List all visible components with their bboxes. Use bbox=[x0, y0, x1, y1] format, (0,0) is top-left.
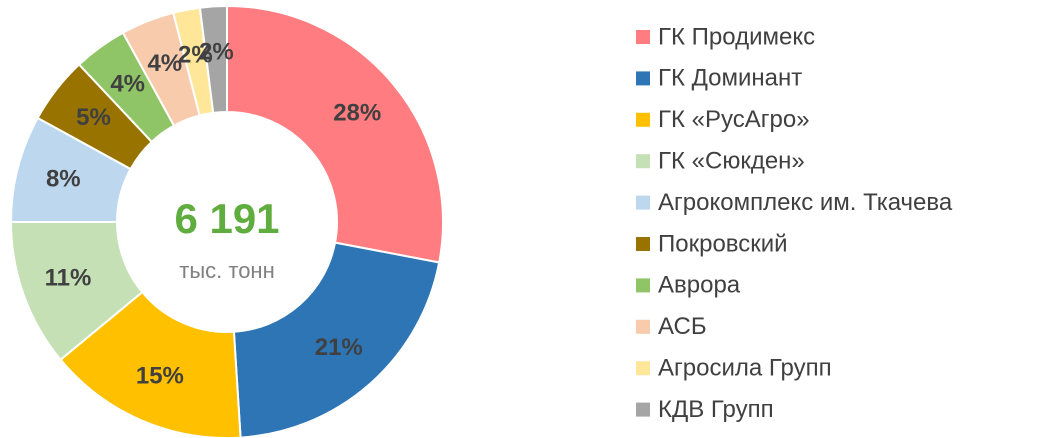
slice bbox=[198, 4, 228, 114]
legend-swatch bbox=[636, 30, 650, 44]
legend-label: Агрокомплекс им. Ткачева bbox=[658, 189, 953, 216]
data-label: 5% bbox=[76, 104, 111, 131]
legend-label: ГК Доминант bbox=[658, 65, 802, 92]
legend-swatch bbox=[636, 195, 650, 210]
legend-swatch bbox=[636, 278, 650, 293]
data-label: 4% bbox=[147, 50, 182, 77]
data-label: 8% bbox=[46, 165, 81, 192]
legend-swatch bbox=[636, 112, 650, 127]
labels: 28%21%15%11%8%5%4%4%2%2% bbox=[45, 39, 382, 390]
legend-label: АСБ bbox=[658, 313, 707, 340]
legend-label: Аврора bbox=[658, 272, 741, 299]
data-label: 2% bbox=[178, 41, 213, 68]
data-label: 11% bbox=[45, 265, 92, 292]
data-label: 15% bbox=[136, 362, 184, 389]
center-unit: тыс. тонн bbox=[179, 258, 274, 283]
legend-swatch bbox=[636, 361, 650, 376]
legend-swatch bbox=[636, 237, 650, 251]
slice bbox=[59, 290, 242, 438]
data-label: 2% bbox=[199, 39, 234, 66]
slice bbox=[232, 241, 441, 438]
data-label: 4% bbox=[110, 71, 145, 98]
legend-label: ГК Продимекс bbox=[658, 23, 815, 50]
data-label: 21% bbox=[315, 334, 363, 361]
legend-swatch bbox=[636, 402, 650, 417]
legend-swatch bbox=[636, 154, 650, 169]
data-label: 28% bbox=[333, 100, 381, 127]
legend-swatch bbox=[636, 319, 650, 334]
legend-label: ГК «Сюкден» bbox=[658, 148, 805, 175]
center-value: 6 191 bbox=[174, 195, 279, 242]
legend-label: КДВ Групп bbox=[658, 396, 774, 423]
legend-label: Агросила Групп bbox=[658, 355, 832, 382]
legend-swatch bbox=[636, 71, 650, 86]
slice bbox=[226, 4, 444, 264]
legend-label: Покровский bbox=[658, 230, 788, 257]
legend-label: ГК «РусАгро» bbox=[658, 106, 810, 133]
slices bbox=[9, 4, 444, 438]
